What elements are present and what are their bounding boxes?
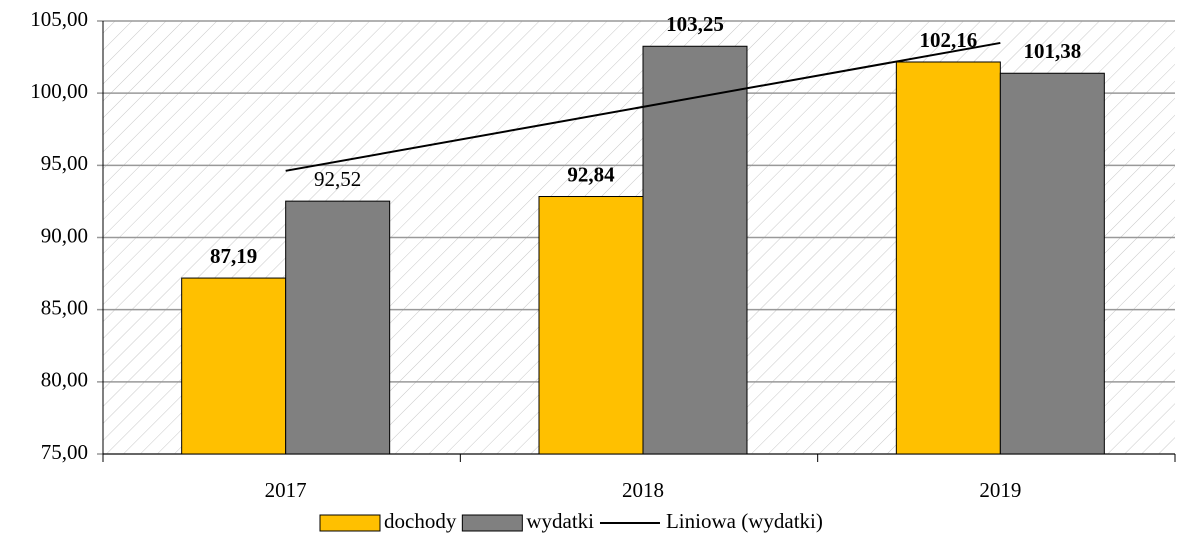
legend-label: wydatki — [526, 509, 594, 533]
bar — [285, 200, 391, 455]
bar — [999, 72, 1105, 455]
data-label: 87,19 — [210, 244, 257, 268]
bar — [895, 61, 1001, 455]
data-label: 101,38 — [1023, 39, 1081, 63]
x-tick-label: 2018 — [622, 478, 664, 502]
bar — [642, 45, 748, 455]
legend-swatch — [461, 514, 523, 532]
y-tick-label: 80,00 — [41, 368, 88, 392]
y-tick-label: 100,00 — [30, 79, 88, 103]
y-tick-label: 75,00 — [41, 440, 88, 464]
x-tick-label: 2019 — [979, 478, 1021, 502]
x-tick-label: 2017 — [265, 478, 307, 502]
legend-label: Liniowa (wydatki) — [666, 509, 823, 533]
legend-swatch — [319, 514, 381, 532]
legend-label: dochody — [384, 509, 457, 533]
y-tick-label: 95,00 — [41, 151, 88, 175]
y-tick-label: 85,00 — [41, 295, 88, 319]
data-label: 103,25 — [666, 12, 724, 36]
trendline — [285, 41, 1001, 172]
y-tick-label: 90,00 — [41, 223, 88, 247]
data-label: 92,84 — [567, 162, 615, 186]
bar — [538, 196, 644, 455]
y-tick-label: 105,00 — [30, 7, 88, 31]
bar — [181, 277, 287, 455]
data-label: 92,52 — [314, 167, 361, 191]
